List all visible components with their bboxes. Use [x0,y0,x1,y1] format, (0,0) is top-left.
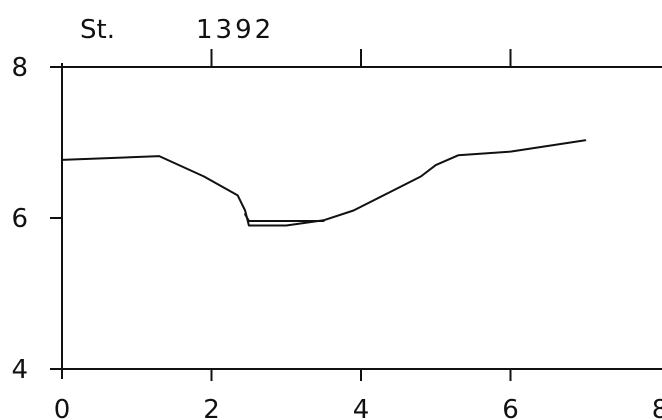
x-tick-label: 0 [54,395,71,420]
tick-labels: 0 2 4 6 8 4 6 8 [11,53,662,420]
axes [50,63,662,379]
x-tick-label: 6 [502,395,519,420]
series [61,139,587,227]
chart-title-right: 1392 [196,15,274,45]
x-tick-label: 4 [353,395,370,420]
x-tick-label: 8 [652,395,662,420]
series-line-2 [244,213,325,222]
y-tick-label: 6 [11,204,28,234]
ticks [50,49,512,381]
chart-title-left: St. [80,15,115,45]
x-tick-label: 2 [203,395,220,420]
y-tick-label: 8 [11,53,28,83]
y-tick-label: 4 [11,355,28,385]
series-line-1 [61,139,587,227]
